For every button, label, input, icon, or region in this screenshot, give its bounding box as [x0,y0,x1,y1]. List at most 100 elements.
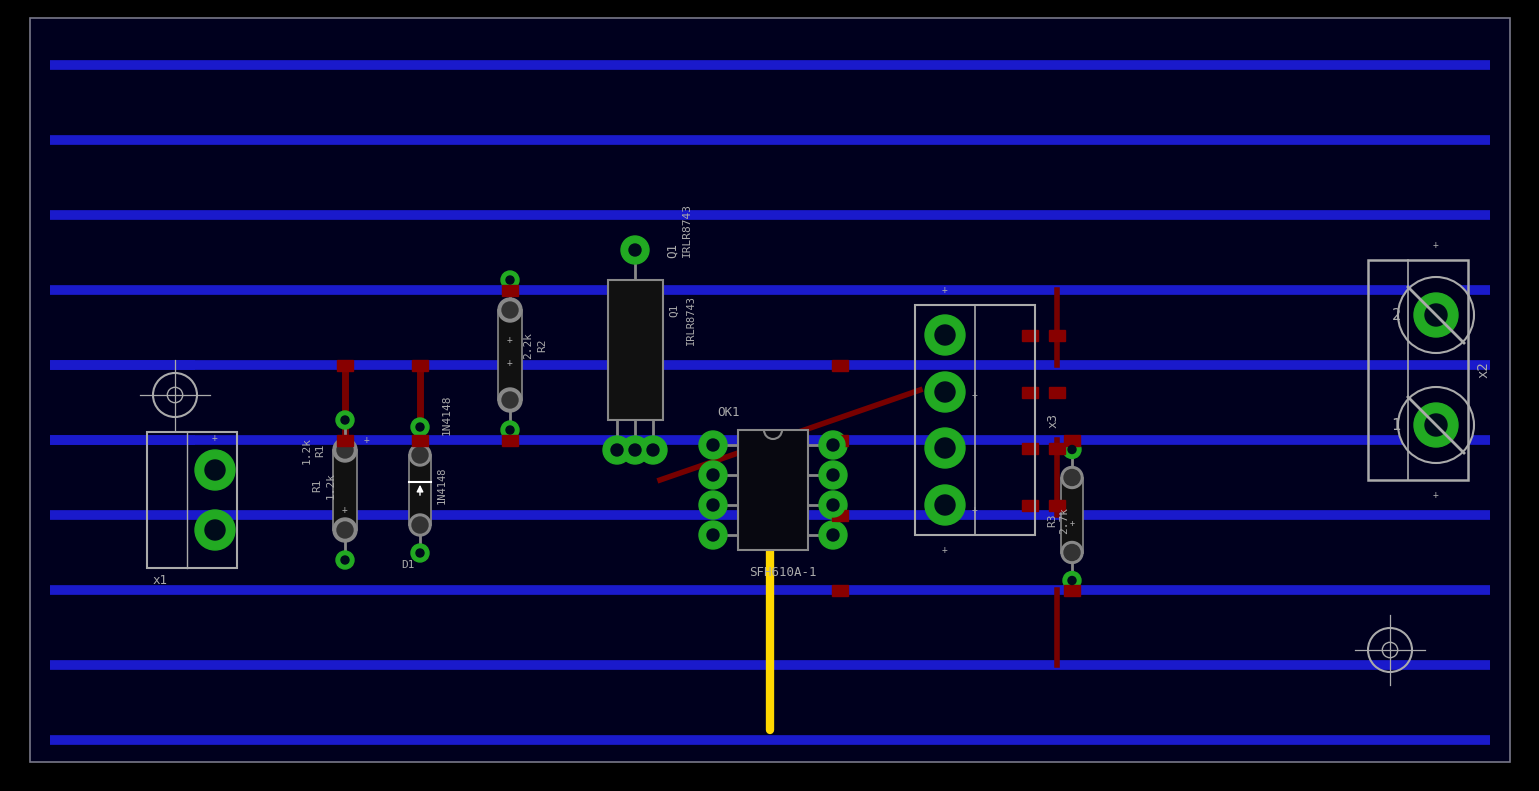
Bar [337,359,352,370]
Circle shape [706,469,719,481]
Circle shape [828,500,839,510]
Bar [339,415,352,425]
Text: +: + [1433,240,1439,250]
Circle shape [1414,403,1457,447]
Circle shape [1425,304,1447,326]
Bar [1022,499,1037,510]
Circle shape [337,522,352,538]
Text: +: + [1070,518,1074,528]
Text: +: + [342,505,348,515]
Circle shape [708,470,719,480]
Bar [1050,499,1065,510]
Circle shape [819,491,846,519]
Circle shape [820,433,845,457]
Text: 2.2k: 2.2k [523,331,532,358]
Circle shape [699,521,726,549]
Circle shape [332,438,357,462]
Text: +: + [212,433,219,443]
Text: 1N4148: 1N4148 [437,466,446,504]
Text: x3: x3 [1047,412,1059,427]
Text: R3: R3 [1047,513,1057,527]
Circle shape [629,244,642,256]
Circle shape [1397,387,1474,463]
Text: +: + [506,358,512,368]
Circle shape [1063,441,1080,459]
Circle shape [819,521,846,549]
Text: SFH610A-1: SFH610A-1 [749,566,817,578]
Circle shape [629,444,642,456]
Circle shape [195,450,235,490]
Circle shape [205,520,225,540]
Circle shape [506,426,514,434]
Text: +: + [1433,490,1439,500]
Bar [1022,442,1037,453]
Bar [608,280,662,420]
Circle shape [1060,467,1083,489]
Circle shape [1068,445,1076,453]
Circle shape [622,436,649,464]
Bar [1060,478,1083,552]
Text: Q1: Q1 [666,243,679,258]
Circle shape [411,418,429,436]
Bar [1063,585,1080,596]
Bar [1022,387,1037,398]
Circle shape [499,298,522,322]
Bar [409,455,431,525]
Circle shape [409,444,431,466]
Circle shape [499,388,522,412]
Bar [412,422,426,432]
Circle shape [1063,544,1080,561]
Bar [332,450,357,530]
Circle shape [336,551,354,569]
Bar [1050,387,1065,398]
Bar [1368,260,1468,480]
Circle shape [1397,277,1474,353]
Bar [833,359,848,370]
Circle shape [337,442,352,458]
Circle shape [708,500,719,510]
Text: R2: R2 [537,339,546,352]
Text: x1: x1 [152,573,168,586]
Text: Q1: Q1 [669,303,680,316]
Circle shape [826,499,839,511]
Circle shape [700,433,725,457]
Text: IRLR8743: IRLR8743 [682,203,691,257]
Circle shape [1414,293,1457,337]
Circle shape [342,556,349,564]
Text: +: + [942,285,948,295]
Circle shape [820,493,845,517]
Bar [502,434,519,445]
Circle shape [1063,470,1080,486]
Circle shape [706,439,719,451]
Circle shape [622,236,649,264]
Circle shape [936,438,956,458]
Circle shape [826,529,839,541]
Circle shape [936,382,956,402]
Circle shape [1063,572,1080,589]
Circle shape [706,529,719,541]
Circle shape [699,491,726,519]
Bar [916,305,1036,535]
Bar [1050,442,1065,453]
Circle shape [826,439,839,451]
Text: D1: D1 [402,560,414,570]
Circle shape [336,411,354,429]
Circle shape [828,530,839,540]
Circle shape [936,495,956,515]
Circle shape [611,444,623,456]
Circle shape [412,517,428,533]
Bar [148,432,237,568]
Text: 1: 1 [1391,418,1400,433]
Circle shape [820,523,845,547]
Circle shape [820,463,845,487]
Text: +: + [506,335,512,345]
Text: 2.7k: 2.7k [1059,506,1070,533]
Circle shape [342,416,349,424]
Circle shape [700,523,725,547]
Bar [833,509,848,520]
Text: 1.2k: 1.2k [326,471,336,498]
Bar [412,359,428,370]
Circle shape [502,392,519,408]
Text: +: + [973,390,977,400]
Circle shape [708,530,719,540]
